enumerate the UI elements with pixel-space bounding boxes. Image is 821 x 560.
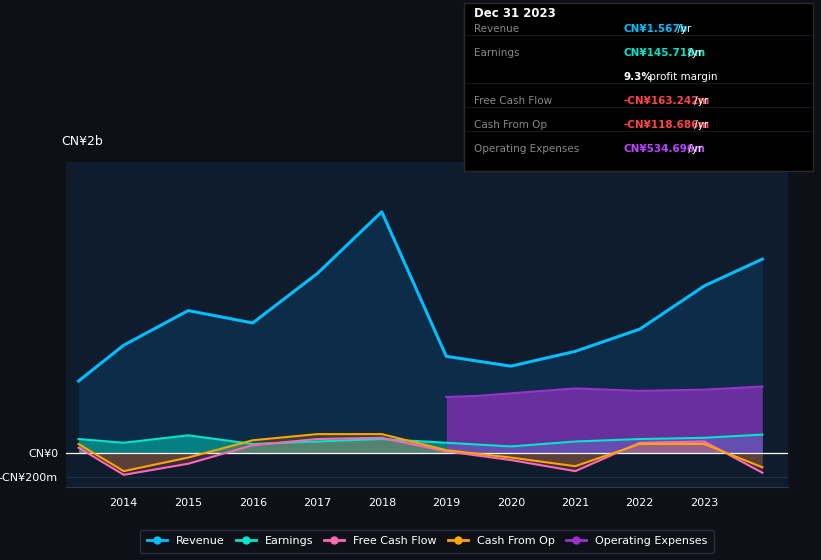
Text: Free Cash Flow: Free Cash Flow [474, 96, 552, 106]
Text: Dec 31 2023: Dec 31 2023 [474, 7, 556, 20]
Text: /yr: /yr [691, 96, 709, 106]
Text: Cash From Op: Cash From Op [474, 120, 547, 130]
Text: Operating Expenses: Operating Expenses [474, 144, 579, 155]
Text: CN¥2b: CN¥2b [62, 136, 103, 148]
Text: /yr: /yr [686, 144, 703, 155]
Legend: Revenue, Earnings, Free Cash Flow, Cash From Op, Operating Expenses: Revenue, Earnings, Free Cash Flow, Cash … [140, 530, 713, 553]
Text: Revenue: Revenue [474, 24, 519, 34]
Text: CN¥534.696m: CN¥534.696m [624, 144, 706, 155]
Text: -CN¥163.242m: -CN¥163.242m [624, 96, 710, 106]
Text: -CN¥118.686m: -CN¥118.686m [624, 120, 710, 130]
Text: CN¥1.567b: CN¥1.567b [624, 24, 688, 34]
Text: profit margin: profit margin [646, 72, 718, 82]
Text: CN¥145.718m: CN¥145.718m [624, 48, 706, 58]
Text: 9.3%: 9.3% [624, 72, 653, 82]
Text: /yr: /yr [691, 120, 709, 130]
Text: /yr: /yr [686, 48, 703, 58]
Text: /yr: /yr [674, 24, 691, 34]
Text: Earnings: Earnings [474, 48, 519, 58]
